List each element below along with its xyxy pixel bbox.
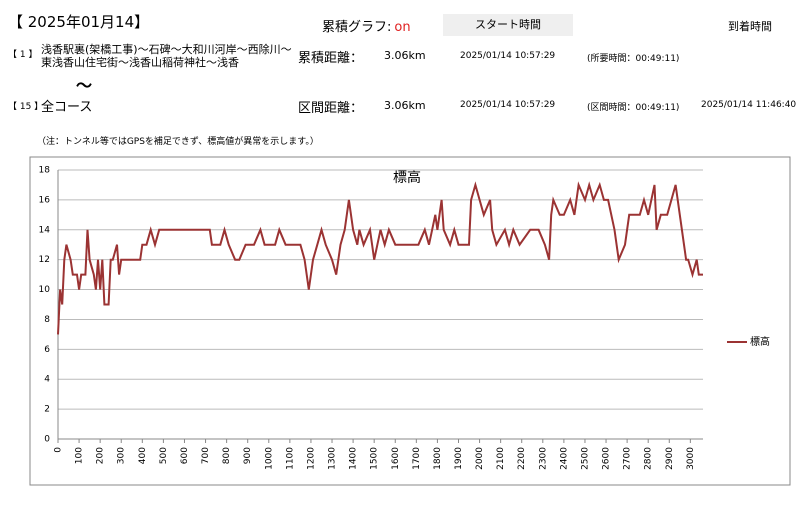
x-tick-label: 2900: [665, 447, 675, 470]
x-tick-label: 900: [243, 447, 253, 464]
legend-label: 標高: [750, 335, 770, 348]
x-tick-label: 2400: [559, 447, 569, 470]
y-tick-label: 8: [44, 315, 50, 325]
row-index: 【 1 】: [8, 50, 38, 60]
distance-label: 累積距離：: [298, 51, 364, 66]
arrival-time: 2025/01/14 11:46:40: [701, 100, 797, 110]
x-tick-label: 1500: [370, 447, 380, 470]
duration: (区間時間：00:49:11): [587, 103, 680, 113]
y-tick-label: 6: [44, 345, 50, 355]
chart-title: 標高: [393, 169, 421, 186]
x-tick-label: 2600: [602, 447, 612, 470]
y-tick-label: 14: [39, 225, 51, 235]
x-tick-label: 1000: [264, 447, 274, 470]
x-tick-label: 1900: [454, 447, 464, 470]
y-tick-label: 10: [39, 285, 51, 295]
x-tick-label: 2700: [623, 447, 633, 470]
x-tick-label: 2200: [517, 447, 527, 470]
x-tick-label: 1100: [285, 447, 295, 470]
start-time: 2025/01/14 10:57:29: [460, 100, 556, 110]
x-tick-label: 600: [180, 447, 190, 464]
start-header: スタート時間: [443, 14, 573, 36]
distance-label: 区間距離：: [298, 101, 364, 116]
distance: 3.06km: [384, 99, 426, 112]
x-tick-label: 1200: [306, 447, 316, 470]
graph-label-text: 累積グラフ:: [322, 20, 392, 35]
x-tick-label: 100: [75, 447, 85, 464]
y-tick-label: 12: [39, 255, 50, 265]
note: （注：トンネル等ではGPSを補足できず、標高値が異常を示します。）: [37, 137, 319, 147]
x-tick-label: 300: [117, 447, 127, 464]
x-tick-label: 700: [201, 447, 211, 464]
start-time: 2025/01/14 10:57:29: [460, 51, 556, 61]
duration: (所要時間：00:49:11): [587, 54, 680, 64]
distance: 3.06km: [384, 49, 426, 62]
route: 全コース: [41, 100, 93, 115]
x-tick-label: 400: [138, 447, 148, 464]
x-tick-label: 0: [54, 447, 64, 453]
y-tick-label: 16: [39, 195, 51, 205]
x-tick-label: 2800: [644, 447, 654, 470]
row-index: 【 15 】: [8, 102, 44, 112]
x-tick-label: 2000: [475, 447, 485, 470]
x-tick-label: 3000: [686, 447, 696, 470]
graph-state[interactable]: on: [394, 20, 411, 35]
separator: ～: [76, 76, 93, 95]
y-tick-label: 4: [44, 375, 50, 385]
y-tick-label: 2: [44, 405, 50, 415]
x-tick-label: 800: [222, 447, 232, 464]
graph-label: 累積グラフ: on: [322, 16, 411, 35]
x-tick-label: 1600: [391, 447, 401, 470]
route: 浅香駅裏(架橋工事)～石碑～大和川河岸～西除川～東浅香山住宅街～浅香山稲荷神社～…: [41, 43, 292, 69]
series-line: [57, 181, 703, 335]
date: 【 2025年01月14】: [8, 13, 150, 31]
x-tick-label: 1700: [412, 447, 422, 470]
arrival-header: 到着時間: [728, 20, 772, 33]
y-tick-label: 0: [44, 435, 50, 445]
x-tick-label: 2300: [538, 447, 548, 470]
x-tick-label: 1400: [349, 447, 359, 470]
x-tick-label: 1300: [328, 447, 338, 470]
x-tick-label: 2500: [580, 447, 590, 470]
x-tick-label: 1800: [433, 447, 443, 470]
y-tick-label: 18: [39, 166, 51, 176]
x-tick-label: 2100: [496, 447, 506, 470]
x-tick-label: 500: [159, 447, 169, 464]
chart-frame: [29, 156, 791, 486]
x-tick-label: 200: [96, 447, 106, 464]
